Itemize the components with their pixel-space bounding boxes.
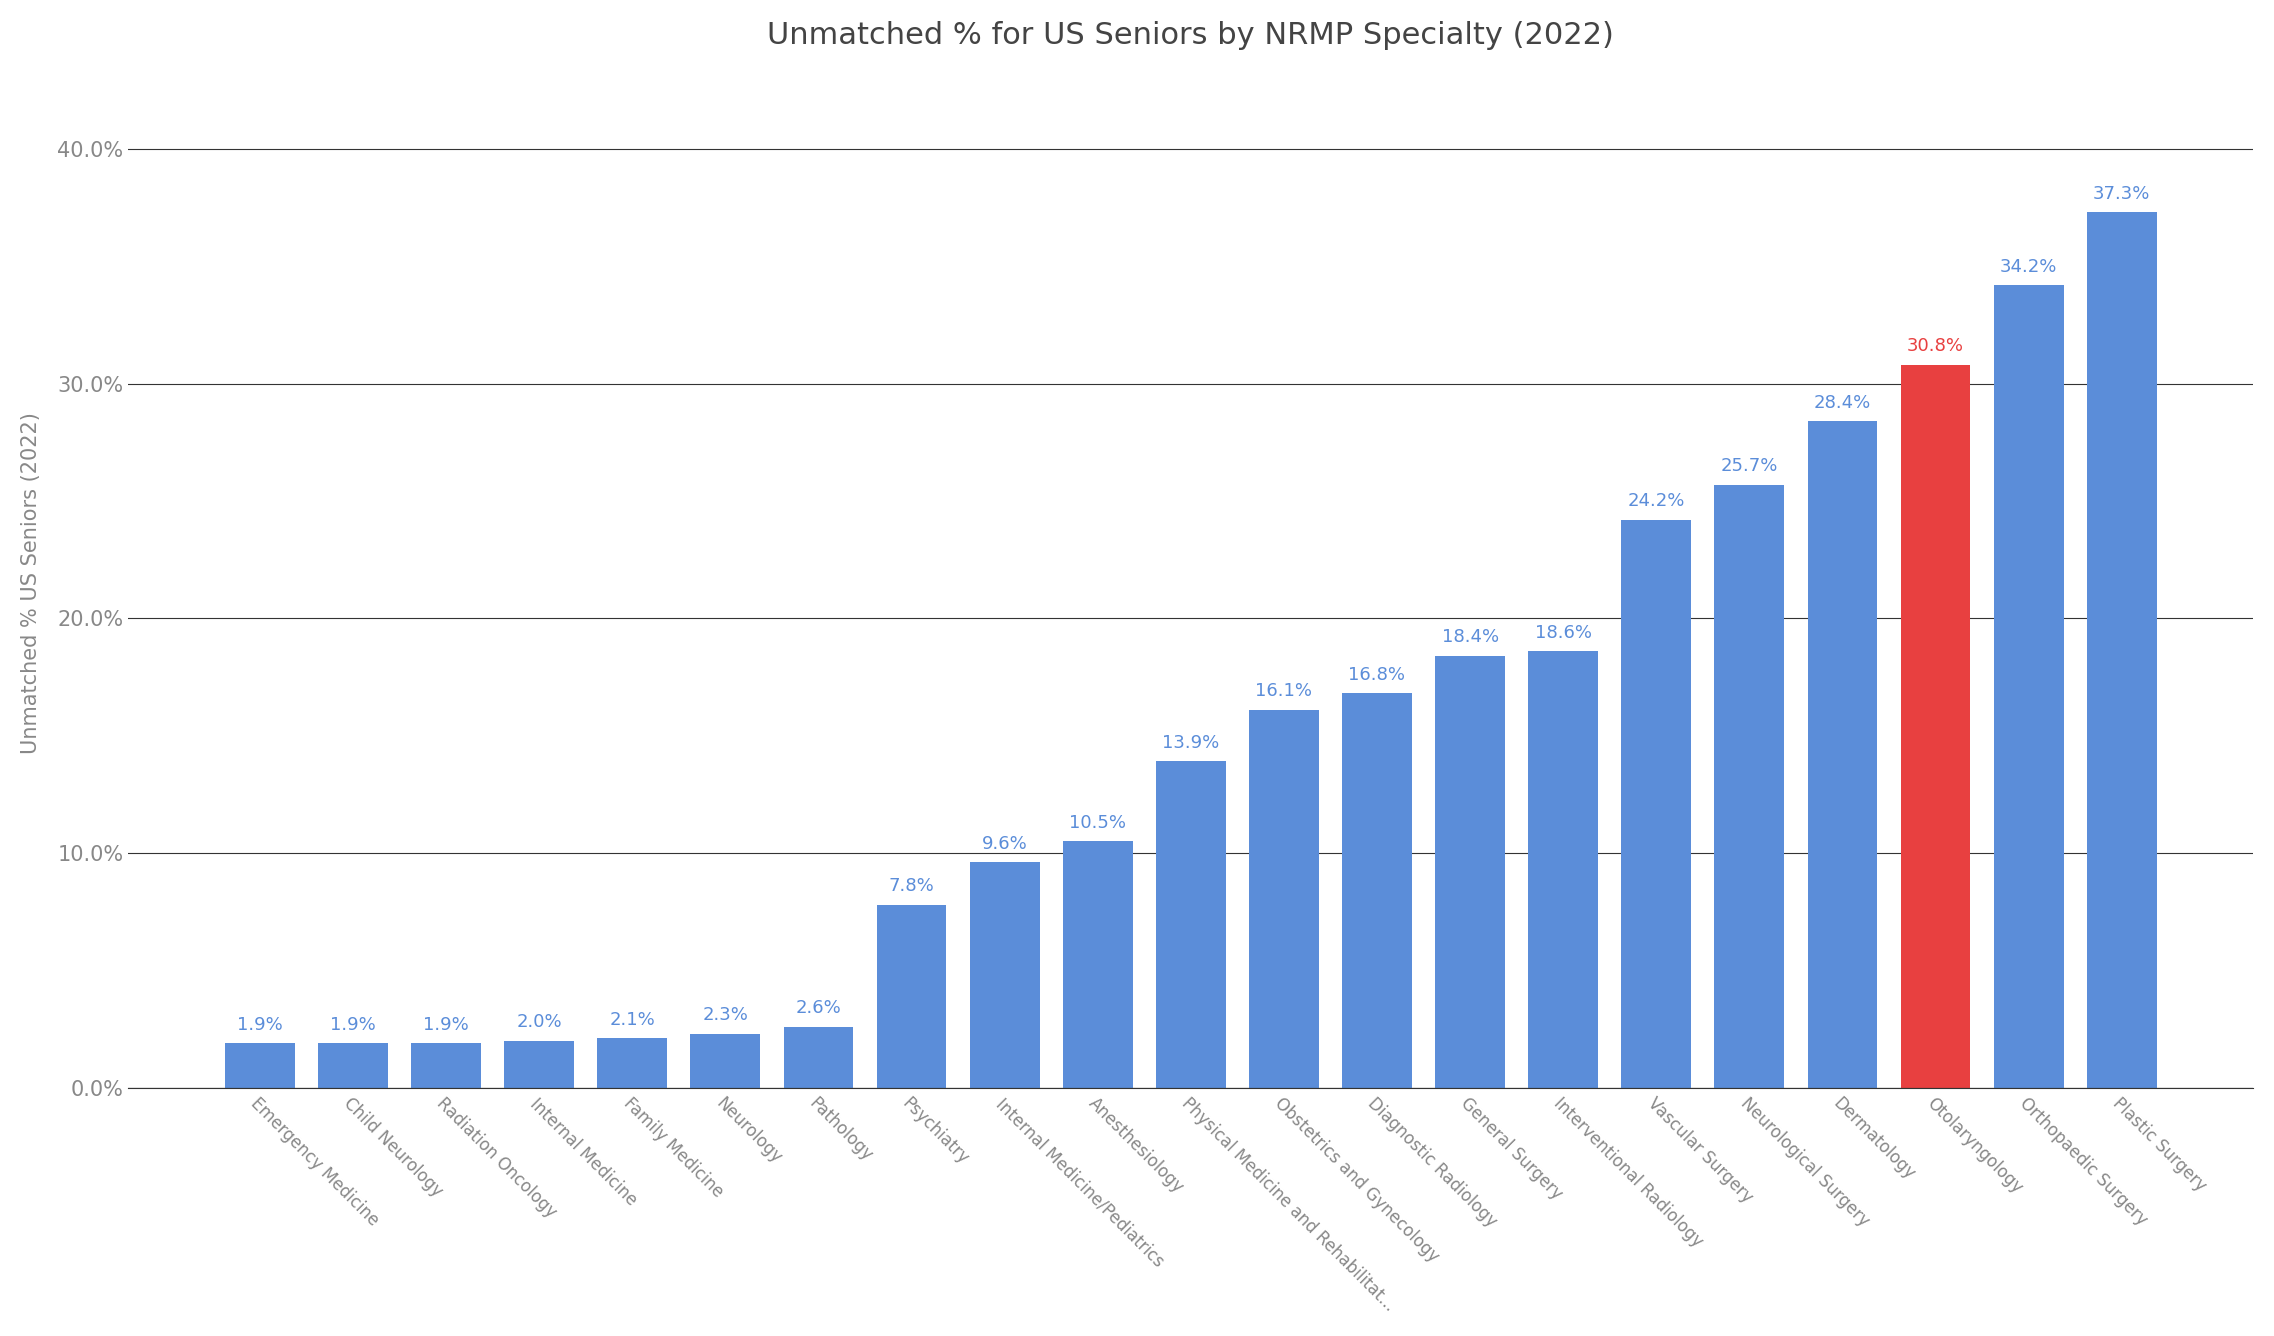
Text: 9.6%: 9.6% <box>982 835 1028 852</box>
Bar <box>1621 520 1692 1088</box>
Bar <box>1715 485 1785 1088</box>
Text: 16.1%: 16.1% <box>1255 683 1312 700</box>
Bar <box>1901 365 1969 1088</box>
Text: 28.4%: 28.4% <box>1815 394 1872 411</box>
Text: 37.3%: 37.3% <box>2092 184 2151 203</box>
Text: 25.7%: 25.7% <box>1721 457 1778 476</box>
Bar <box>505 1041 573 1088</box>
Text: 18.4%: 18.4% <box>1442 628 1499 647</box>
Bar <box>1528 651 1599 1088</box>
Text: 18.6%: 18.6% <box>1535 624 1592 641</box>
Bar <box>878 904 946 1088</box>
Bar <box>1248 709 1319 1088</box>
Bar <box>1994 285 2063 1088</box>
Text: 1.9%: 1.9% <box>423 1015 468 1034</box>
Title: Unmatched % for US Seniors by NRMP Specialty (2022): Unmatched % for US Seniors by NRMP Speci… <box>766 21 1615 49</box>
Text: 10.5%: 10.5% <box>1069 814 1126 832</box>
Bar <box>691 1034 760 1088</box>
Bar <box>318 1043 389 1088</box>
Bar <box>1435 656 1505 1088</box>
Bar <box>969 863 1039 1088</box>
Text: 7.8%: 7.8% <box>889 878 935 895</box>
Bar <box>1062 842 1132 1088</box>
Bar <box>2088 212 2156 1088</box>
Text: 13.9%: 13.9% <box>1162 733 1219 752</box>
Bar <box>1808 421 1878 1088</box>
Text: 24.2%: 24.2% <box>1628 493 1685 510</box>
Text: 2.0%: 2.0% <box>516 1014 562 1031</box>
Text: 2.3%: 2.3% <box>703 1006 748 1025</box>
Text: 34.2%: 34.2% <box>1999 258 2058 275</box>
Bar <box>1155 762 1226 1088</box>
Bar <box>785 1026 853 1088</box>
Text: 1.9%: 1.9% <box>330 1015 375 1034</box>
Bar <box>225 1043 296 1088</box>
Text: 2.1%: 2.1% <box>609 1011 655 1029</box>
Bar <box>1342 693 1412 1088</box>
Bar <box>412 1043 482 1088</box>
Text: 1.9%: 1.9% <box>236 1015 282 1034</box>
Text: 16.8%: 16.8% <box>1348 667 1405 684</box>
Text: 30.8%: 30.8% <box>1908 338 1965 355</box>
Text: 2.6%: 2.6% <box>796 999 841 1017</box>
Y-axis label: Unmatched % US Seniors (2022): Unmatched % US Seniors (2022) <box>20 413 41 754</box>
Bar <box>598 1038 666 1088</box>
